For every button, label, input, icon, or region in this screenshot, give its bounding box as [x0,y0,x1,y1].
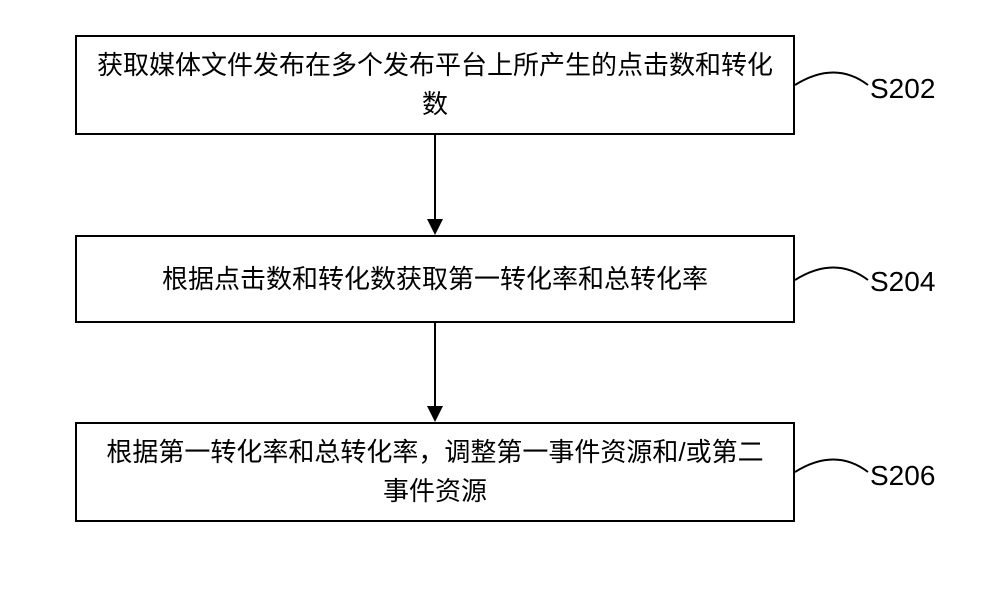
flow-box-2: 根据点击数和转化数获取第一转化率和总转化率 [75,235,795,323]
step-label-3: S206 [870,460,935,492]
arrow-line-1 [434,135,436,221]
arrow-head-1 [427,219,443,235]
arrow-head-2 [427,406,443,422]
arrow-line-2 [434,323,436,408]
flow-box-3: 根据第一转化率和总转化率，调整第一事件资源和/或第二事件资源 [75,422,795,522]
flowchart-container: 获取媒体文件发布在多个发布平台上所产生的点击数和转化数 S202 根据点击数和转… [0,0,1000,593]
flow-box-1-text: 获取媒体文件发布在多个发布平台上所产生的点击数和转化数 [97,46,773,124]
flow-box-1: 获取媒体文件发布在多个发布平台上所产生的点击数和转化数 [75,35,795,135]
flow-box-3-text: 根据第一转化率和总转化率，调整第一事件资源和/或第二事件资源 [97,433,773,511]
flow-box-2-text: 根据点击数和转化数获取第一转化率和总转化率 [162,260,708,299]
step-label-1: S202 [870,73,935,105]
step-label-2: S204 [870,266,935,298]
